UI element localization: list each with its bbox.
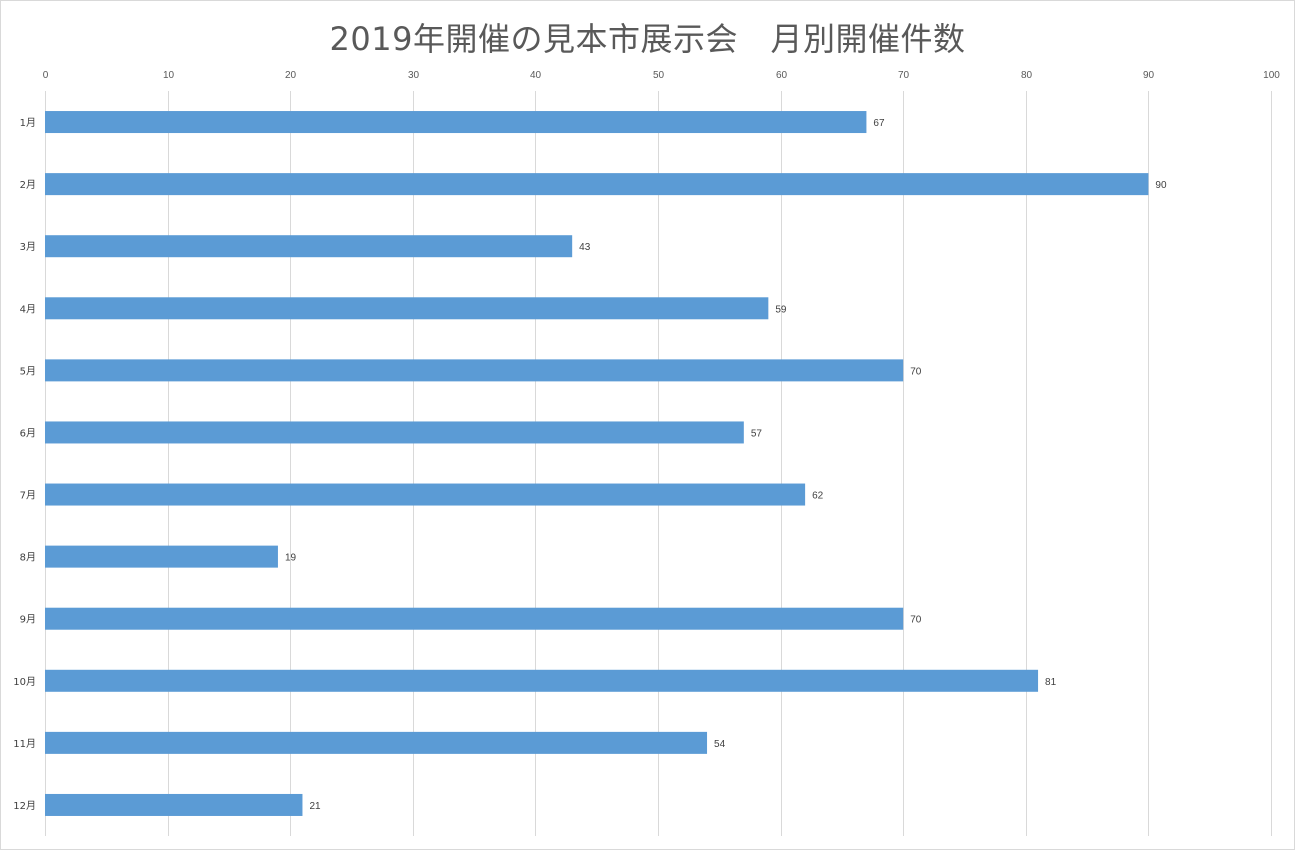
data-labels: 67 90 43 59 70 57 62 19 70 81 54 21 [285,118,1167,812]
category-label-11: 11月 [13,738,36,750]
category-labels: 1月 2月 3月 4月 5月 6月 7月 8月 9月 10月 11月 12月 [13,117,36,812]
category-label-1: 1月 [20,117,36,129]
category-label-12: 12月 [13,800,36,812]
bar-12 [45,793,303,816]
category-label-6: 6月 [20,427,36,439]
category-label-9: 9月 [20,614,36,626]
bar-1 [45,111,867,134]
x-tick-label-0: 0 [43,70,49,81]
bar-9 [45,607,904,630]
bar-3 [45,235,573,258]
x-tick-label-100: 100 [1263,70,1280,81]
data-label-9: 70 [910,615,922,626]
x-tick-label-70: 70 [898,70,910,81]
data-label-8: 19 [285,553,297,564]
bar-8 [45,545,278,568]
bar-6 [45,421,744,444]
x-tick-label-40: 40 [530,70,542,81]
bar-5 [45,359,904,382]
gridlines [45,91,1272,836]
x-tick-label-80: 80 [1021,70,1033,81]
data-label-10: 81 [1045,677,1057,688]
bar-10 [45,669,1039,692]
data-label-6: 57 [751,428,763,439]
bar-4 [45,297,769,320]
category-label-10: 10月 [13,676,36,688]
bar-2 [45,173,1149,196]
category-label-4: 4月 [20,303,36,315]
x-tick-label-20: 20 [285,70,297,81]
data-label-7: 62 [812,491,824,502]
bar-11 [45,731,708,754]
data-label-12: 21 [309,801,321,812]
category-label-8: 8月 [20,552,36,564]
x-tick-label-10: 10 [163,70,175,81]
category-label-5: 5月 [20,365,36,377]
category-label-3: 3月 [20,241,36,253]
x-tick-label-50: 50 [653,70,665,81]
data-label-2: 90 [1155,180,1167,191]
category-label-2: 2月 [20,179,36,191]
x-axis-tick-labels: 0 10 20 30 40 50 60 70 80 90 100 [43,70,1281,81]
data-label-1: 67 [873,118,885,129]
data-label-4: 59 [775,304,787,315]
data-label-5: 70 [910,366,922,377]
data-label-11: 54 [714,739,726,750]
x-tick-label-90: 90 [1143,70,1155,81]
bars [45,111,1149,816]
data-label-3: 43 [579,242,591,253]
x-tick-label-30: 30 [408,70,420,81]
x-tick-label-60: 60 [776,70,788,81]
bar-7 [45,483,806,506]
category-label-7: 7月 [20,490,36,502]
chart-title: 2019年開催の見本市展示会 月別開催件数 [329,20,966,58]
